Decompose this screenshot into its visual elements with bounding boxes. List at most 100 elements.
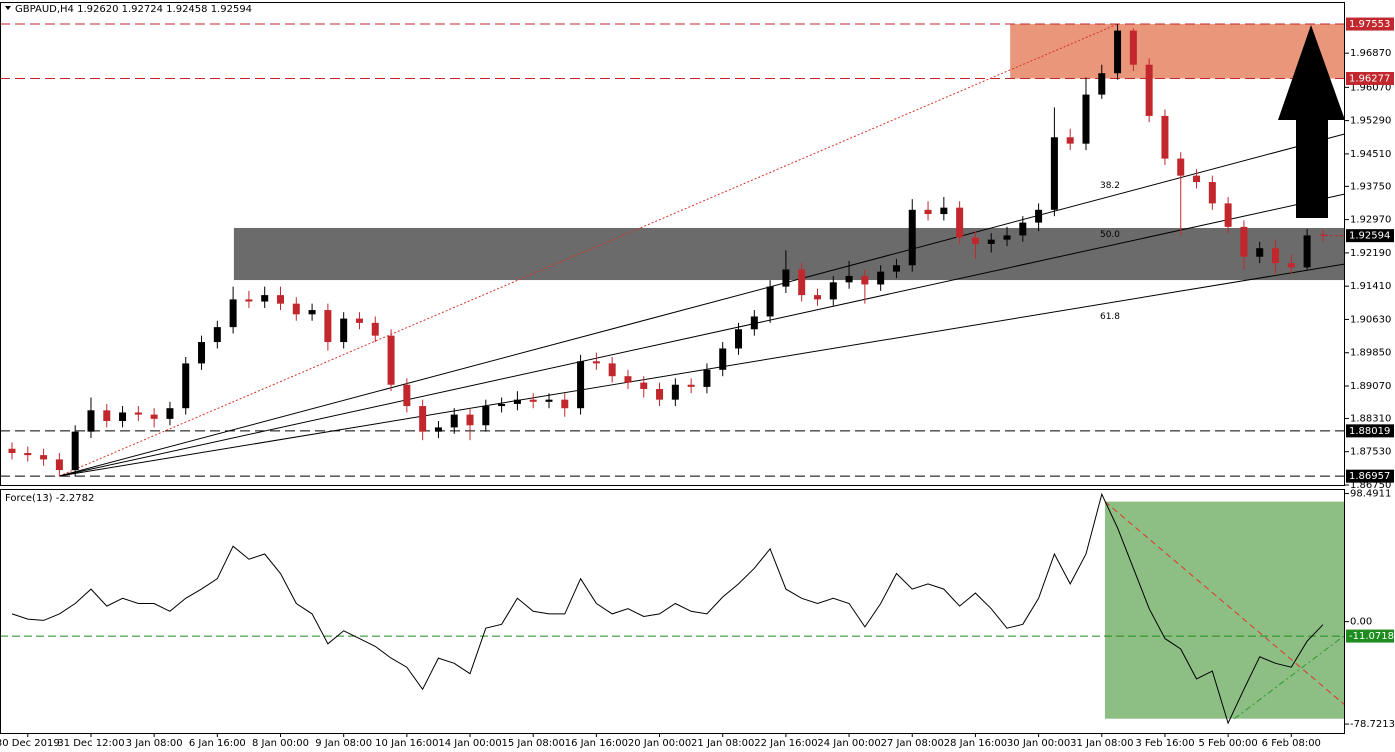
candle-body xyxy=(940,207,948,215)
candle-body xyxy=(1240,226,1248,257)
candle-body xyxy=(1319,234,1327,236)
candle-body xyxy=(529,399,537,402)
y-tick-label: 1.87530 xyxy=(1350,447,1391,458)
y-tick-label: 1.96870 xyxy=(1350,48,1391,59)
y-tick-label: 1.91410 xyxy=(1350,281,1391,292)
x-tick-label: 20 Jan 00:00 xyxy=(628,738,691,749)
candle-body xyxy=(387,335,395,385)
price-label-box xyxy=(1346,469,1394,483)
price-label: 1.92594 xyxy=(1349,231,1390,242)
price-label-box xyxy=(1346,629,1394,643)
candle-body xyxy=(719,348,727,370)
x-tick-label: 31 Dec 12:00 xyxy=(57,738,124,749)
candle-body xyxy=(987,239,995,244)
candle-body xyxy=(245,299,253,302)
candle-body xyxy=(1035,209,1043,223)
y-tick-label: 98.4911 xyxy=(1350,489,1391,500)
x-tick-label: 10 Jan 16:00 xyxy=(375,738,438,749)
force-line xyxy=(11,492,1324,725)
candle-body xyxy=(55,459,63,471)
candle-body xyxy=(419,406,427,432)
candle-body xyxy=(8,448,16,453)
candle-body xyxy=(40,455,48,460)
x-tick-label: 27 Jan 08:00 xyxy=(881,738,944,749)
candle-body xyxy=(371,322,379,336)
candle-body xyxy=(845,275,853,283)
candle-body xyxy=(608,363,616,377)
x-tick-label: 21 Jan 08:00 xyxy=(691,738,754,749)
x-tick-label: 28 Jan 16:00 xyxy=(944,738,1007,749)
candle-body xyxy=(213,327,221,343)
candle-body xyxy=(577,361,585,409)
y-tick-label: 1.90630 xyxy=(1350,314,1391,325)
candle-body xyxy=(308,310,316,315)
candle-body xyxy=(671,384,679,400)
candle-body xyxy=(324,310,332,343)
x-tick-label: 22 Jan 16:00 xyxy=(754,738,817,749)
up-arrow xyxy=(1278,25,1345,218)
candle-body xyxy=(450,414,458,428)
candle-body xyxy=(434,427,442,432)
candle-body xyxy=(1114,30,1122,74)
price-label: 1.86957 xyxy=(1349,471,1390,482)
fib-fan-label: 61.8 xyxy=(1100,312,1120,322)
y-tick-label: 1.92970 xyxy=(1350,215,1391,226)
x-tick-label: 24 Jan 00:00 xyxy=(817,738,880,749)
x-tick-label: 14 Jan 00:00 xyxy=(438,738,501,749)
fib-fan-line xyxy=(59,263,1346,477)
menu-triangle[interactable] xyxy=(5,6,11,10)
candle-body xyxy=(1050,137,1058,210)
candle-body xyxy=(498,403,506,407)
candle-body xyxy=(829,282,837,300)
candle-body xyxy=(1256,248,1264,257)
candle-body xyxy=(261,295,269,302)
x-tick-label: 6 Feb 08:00 xyxy=(1262,738,1321,749)
candle-body xyxy=(1287,263,1295,268)
candle-body xyxy=(119,412,127,421)
chart-title: GBPAUD,H4 1.92620 1.92724 1.92458 1.9259… xyxy=(15,4,252,15)
x-tick-label: 8 Jan 00:00 xyxy=(252,738,309,749)
candle-body xyxy=(403,384,411,407)
candle-body xyxy=(766,286,774,317)
candle-body xyxy=(703,369,711,387)
zone xyxy=(1104,501,1345,719)
candle-body xyxy=(71,431,79,471)
candle-body xyxy=(877,271,885,285)
fib-fan-line xyxy=(59,133,1346,477)
candle-body xyxy=(466,414,474,426)
candle-body xyxy=(1208,182,1216,204)
x-tick-label: 30 Dec 2019 xyxy=(0,738,60,749)
candle-body xyxy=(1193,175,1201,183)
candle-body xyxy=(1003,235,1011,240)
candle-body xyxy=(1019,222,1027,236)
candle-body xyxy=(198,342,206,364)
indicator-panel-frame xyxy=(0,489,1345,734)
candle-body xyxy=(624,376,632,383)
y-tick-label: 0.00 xyxy=(1350,617,1372,628)
x-tick-label: 3 Jan 08:00 xyxy=(126,738,183,749)
price-label-box xyxy=(1346,424,1394,438)
price-label-box xyxy=(1346,72,1394,86)
candle-body xyxy=(182,363,190,409)
fib-fan-line xyxy=(59,193,1346,477)
candle-body xyxy=(1303,235,1311,268)
candle-body xyxy=(561,399,569,409)
candle-body xyxy=(1161,115,1169,159)
y-tick-label: 1.89070 xyxy=(1350,381,1391,392)
candle-body xyxy=(87,410,95,432)
candle-body xyxy=(956,207,964,238)
candle-body xyxy=(687,384,695,387)
candle-body xyxy=(1082,94,1090,144)
candle-body xyxy=(150,414,158,419)
y-tick-label: 1.86750 xyxy=(1350,480,1391,491)
y-tick-label: 1.93750 xyxy=(1350,181,1391,192)
candle-body xyxy=(813,295,821,300)
candle-body xyxy=(592,361,600,364)
candle-body xyxy=(735,329,743,349)
y-tick-label: -78.7213 xyxy=(1350,719,1395,730)
main-panel-frame xyxy=(0,2,1345,486)
candle-body xyxy=(545,399,553,402)
y-tick-label: 1.92190 xyxy=(1350,248,1391,259)
